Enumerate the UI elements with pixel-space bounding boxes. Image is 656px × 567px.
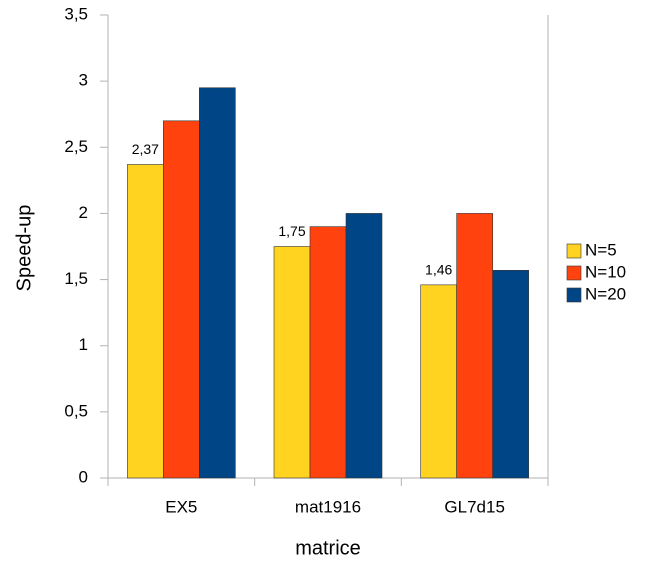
- y-tick-label: 2: [79, 203, 88, 222]
- legend-swatch: [566, 243, 582, 259]
- value-label: 2,37: [132, 141, 159, 157]
- legend-label: N=10: [585, 262, 626, 281]
- y-axis-title: Speed-up: [13, 205, 35, 292]
- value-label: 1,75: [278, 223, 305, 239]
- bar: [420, 284, 457, 479]
- bar: [309, 226, 347, 479]
- legend-swatch: [566, 265, 582, 281]
- y-tick-label: 1: [79, 335, 88, 354]
- y-tick-label: 2,5: [64, 137, 88, 156]
- x-tick-label: GL7d15: [444, 497, 505, 516]
- x-tick-label: mat1916: [295, 497, 361, 516]
- legend-label: N=5: [585, 240, 617, 259]
- bar: [273, 246, 311, 479]
- legend-label: N=20: [585, 284, 626, 303]
- y-tick-label: 0,5: [64, 401, 88, 420]
- y-tick-label: 1,5: [64, 269, 88, 288]
- legend-swatch: [566, 287, 582, 303]
- y-tick-label: 0: [79, 467, 88, 486]
- x-axis-title: matrice: [295, 537, 361, 559]
- bar: [456, 213, 493, 479]
- bar: [199, 87, 236, 479]
- bar: [163, 120, 200, 479]
- bar: [345, 213, 383, 479]
- bar: [127, 164, 164, 479]
- y-tick-label: 3: [79, 71, 88, 90]
- x-tick-label: EX5: [165, 497, 197, 516]
- value-label: 1,46: [425, 262, 452, 278]
- y-tick-label: 3,5: [64, 4, 88, 23]
- bar: [492, 270, 529, 479]
